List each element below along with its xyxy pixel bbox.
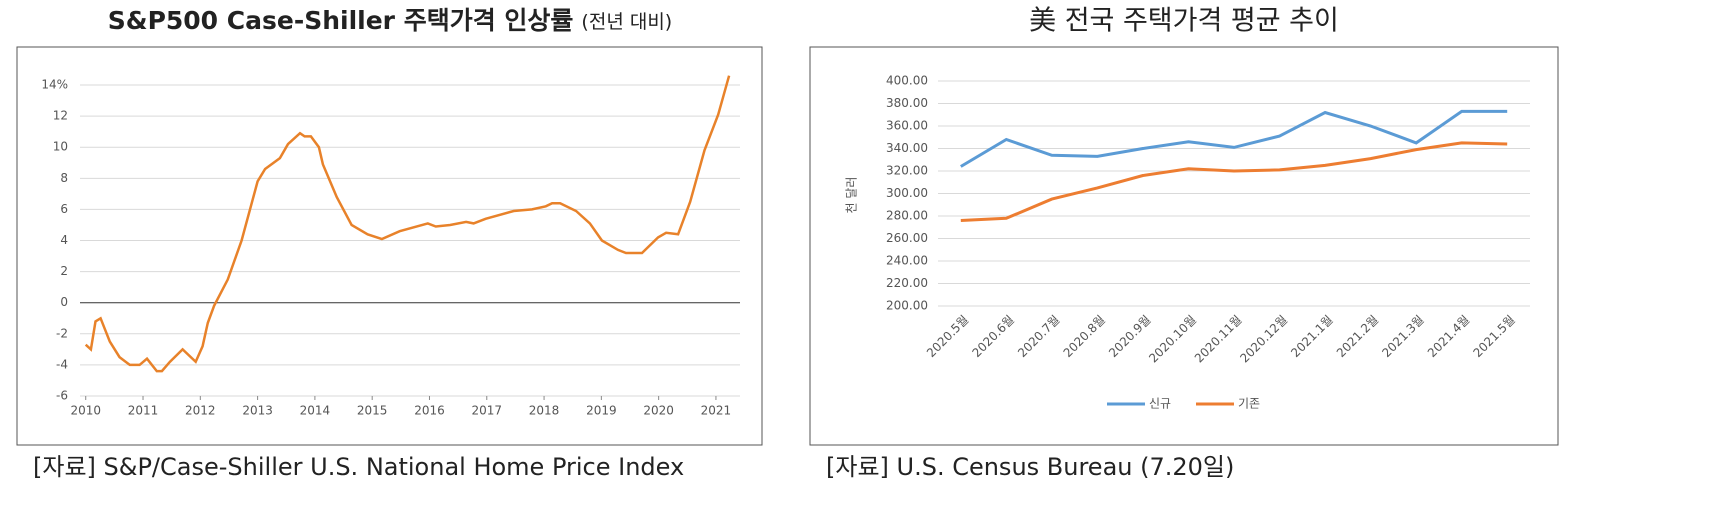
x-tick-label: 2017 — [471, 404, 502, 418]
y-tick-label: 240.00 — [886, 254, 928, 268]
y-tick-label: 300.00 — [886, 186, 928, 200]
y-tick-label: 14% — [41, 78, 68, 92]
y-tick-label: 2 — [60, 264, 68, 278]
legend-label: 기존 — [1238, 397, 1260, 411]
x-tick-label: 2011 — [128, 404, 159, 418]
title-note: (전년 대비) — [581, 11, 672, 33]
y-tick-label: -4 — [56, 357, 68, 371]
y-tick-label: 400.00 — [886, 74, 928, 88]
x-tick-label: 2019 — [586, 404, 617, 418]
chart-title: 美 전국 주택가격 평균 추이 — [1029, 6, 1339, 37]
source: [자료] U.S. Census Bureau (7.20일) — [826, 453, 1234, 481]
panel — [16, 46, 763, 446]
y-tick-label: 380.00 — [886, 96, 928, 110]
y-tick-label: 260.00 — [886, 231, 928, 245]
line — [84, 75, 731, 373]
source: [자료] S&P/Case-Shiller U.S. National Home… — [33, 453, 684, 481]
line — [960, 109, 1508, 168]
y-tick-label: -2 — [56, 326, 68, 340]
y-tick-label: 8 — [60, 171, 68, 185]
y-tick-label: 320.00 — [886, 164, 928, 178]
y-axis-label: 천 달러 — [844, 177, 859, 214]
line — [960, 141, 1508, 222]
y-tick-label: 200.00 — [886, 299, 928, 313]
legend-label: 신규 — [1149, 397, 1171, 411]
y-tick-label: 360.00 — [886, 119, 928, 133]
y-tick-label: -6 — [56, 389, 68, 403]
y-tick-label: 340.00 — [886, 141, 928, 155]
x-tick-label: 2020 — [643, 404, 674, 418]
y-tick-label: 12 — [53, 109, 68, 123]
y-tick-label: 6 — [60, 202, 68, 216]
y-tick-label: 220.00 — [886, 276, 928, 290]
title-main: S&P500 Case-Shiller 주택가격 인상률 — [108, 6, 574, 35]
x-tick-label: 2015 — [357, 404, 388, 418]
x-tick-label: 2016 — [414, 404, 445, 418]
x-tick-label: 2010 — [70, 404, 101, 418]
y-tick-label: 280.00 — [886, 209, 928, 223]
y-tick-label: 10 — [53, 140, 68, 154]
x-tick-label: 2021 — [701, 404, 732, 418]
chart-title: S&P500 Case-Shiller 주택가격 인상률 (전년 대비) — [108, 6, 672, 35]
x-tick-label: 2013 — [242, 404, 273, 418]
x-tick-label: 2012 — [185, 404, 216, 418]
x-tick-label: 2014 — [300, 404, 331, 418]
panel — [809, 46, 1559, 446]
x-tick-label: 2018 — [529, 404, 560, 418]
y-tick-label: 4 — [60, 233, 68, 247]
y-tick-label: 0 — [60, 295, 68, 309]
